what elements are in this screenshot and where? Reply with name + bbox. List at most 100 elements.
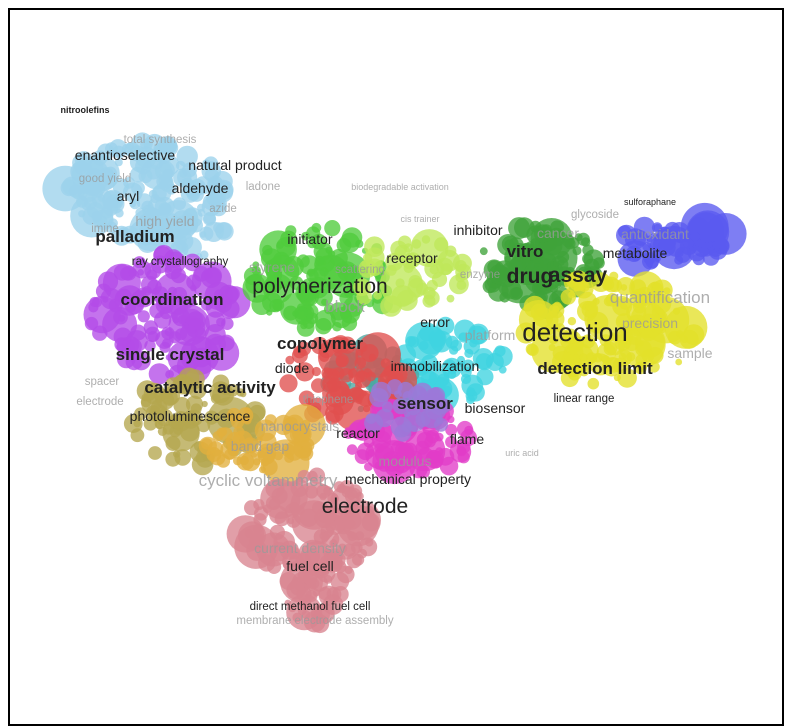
keyword-label[interactable]: aryl [117,188,140,204]
olive-node-bubble [148,404,168,423]
keyword-label[interactable]: electrode [76,396,123,408]
dark_green-node-bubble [508,256,527,275]
map-frame: nitroolefins total synthesis enantioselect… [8,8,784,726]
keyword-label[interactable]: copolymer [277,334,363,353]
keyword-label[interactable]: natural product [188,157,282,173]
keyword-label[interactable]: biodegradable activation [351,182,449,192]
keyword-label[interactable]: spacer [85,376,120,388]
pink-node-bubble [314,507,335,528]
keyword-label[interactable]: error [420,314,450,330]
blue-node-bubble [630,250,642,262]
orange-node-bubble [212,431,223,442]
keyword-label[interactable]: flame [450,431,484,447]
keyword-label[interactable]: vitro [507,242,544,261]
keyword-label[interactable]: styrene [249,259,295,275]
keyword-label[interactable]: ladone [246,181,281,193]
keyword-label[interactable]: azide [209,203,237,215]
keyword-label[interactable]: current density [254,540,346,556]
red-node-bubble [295,362,315,382]
keyword-label[interactable]: receptor [386,250,438,266]
keyword-label[interactable]: drug [507,265,554,288]
keyword-label[interactable]: mechanical property [345,471,471,487]
purple-node-bubble [166,293,176,303]
keyword-label[interactable]: reactor [336,425,380,441]
keyword-label[interactable]: biosensor [465,400,526,416]
light_blue-node-bubble [135,146,157,168]
keyword-label[interactable]: glycoside [571,209,619,221]
keyword-label[interactable]: enzyme [460,269,500,281]
keyword-label[interactable]: ray crystallography [132,256,229,268]
keyword-label[interactable]: modulus [379,453,432,469]
keyword-label[interactable]: enantioselective [75,147,176,163]
green-node-bubble [273,268,282,277]
keyword-label[interactable]: assay [549,264,608,287]
keyword-label[interactable]: diode [275,360,309,376]
keyword-label[interactable]: cyclic voltammetry [199,471,338,490]
keyword-label[interactable]: imine [91,223,118,235]
keyword-label[interactable]: catalytic activity [144,378,276,397]
light_blue-node-bubble [130,166,146,183]
violet-node-bubble [397,381,414,399]
keyword-label[interactable]: initiator [287,231,332,247]
keyword-label[interactable]: single crystal [116,345,225,364]
purple-node-bubble [218,334,235,351]
keyword-label[interactable]: precision [622,315,678,331]
lime-node-bubble [364,247,385,268]
purple-node-bubble [219,298,240,319]
keyword-label[interactable]: uric acid [505,448,539,458]
keyword-label[interactable]: cis trainer [400,214,439,224]
keyword-label[interactable]: coordination [121,290,224,309]
keyword-label[interactable]: palladium [95,227,174,246]
green-node-bubble [294,306,308,320]
keyword-label[interactable]: electrode [322,495,408,518]
keyword-label[interactable]: nanocrystals [261,418,340,434]
keyword-label[interactable]: fuel cell [286,558,333,574]
keyword-label[interactable]: aldehyde [172,180,229,196]
light_blue-node-bubble [180,177,194,191]
orange-node-bubble [224,449,236,460]
purple-node-bubble [128,268,137,277]
keyword-label[interactable]: photoluminescence [130,408,251,424]
pink-node-bubble [287,546,301,560]
keyword-label[interactable]: metabolite [603,245,668,261]
light_blue-node-bubble [74,151,93,170]
keyword-label[interactable]: block [325,297,365,316]
purple-node-bubble [113,264,131,281]
keyword-label[interactable]: immobilization [391,358,480,374]
keyword-label[interactable]: sulforaphane [624,197,676,207]
yellow-node-bubble [658,309,665,317]
keyword-label[interactable]: membrane electrode assembly [236,615,393,627]
keyword-label[interactable]: detection [522,317,628,347]
orange-node-bubble [300,447,311,459]
keyword-label[interactable]: sample [667,345,712,361]
keyword-label[interactable]: thiophene [303,394,354,406]
keyword-label[interactable]: polymerization [252,275,387,298]
red-node-bubble [319,351,330,362]
keyword-label[interactable]: total synthesis [124,134,197,146]
magenta-node-bubble [439,456,459,476]
keyword-label[interactable]: cancer [537,225,579,241]
yellow-node-bubble [567,317,577,326]
keyword-label[interactable]: scattering [335,264,385,276]
keyword-label[interactable]: nitroolefins [61,105,110,115]
green-node-bubble [311,222,322,233]
keyword-label[interactable]: sensor [397,394,453,413]
purple-node-bubble [168,331,182,344]
keyword-label[interactable]: platform [465,327,516,343]
keyword-label[interactable]: quantification [610,288,710,307]
violet-node-bubble [364,413,384,433]
keyword-label[interactable]: antioxidant [621,226,689,242]
olive-node-bubble [180,421,200,442]
keyword-label[interactable]: high yield [135,213,194,229]
keyword-label[interactable]: linear range [554,393,615,405]
lime-node-bubble [422,286,436,300]
pink-node-bubble [344,566,353,575]
keyword-label[interactable]: inhibitor [453,222,502,238]
lime-node-bubble [384,296,401,314]
keyword-label[interactable]: direct methanol fuel cell [250,601,371,613]
keyword-cooccurrence-map[interactable]: nitroolefins total synthesisenantioselect… [10,10,782,724]
keyword-label[interactable]: detection limit [537,359,653,378]
keyword-label[interactable]: good yield [79,173,131,185]
keyword-label[interactable]: band gap [231,438,290,454]
red-node-bubble [390,366,408,383]
